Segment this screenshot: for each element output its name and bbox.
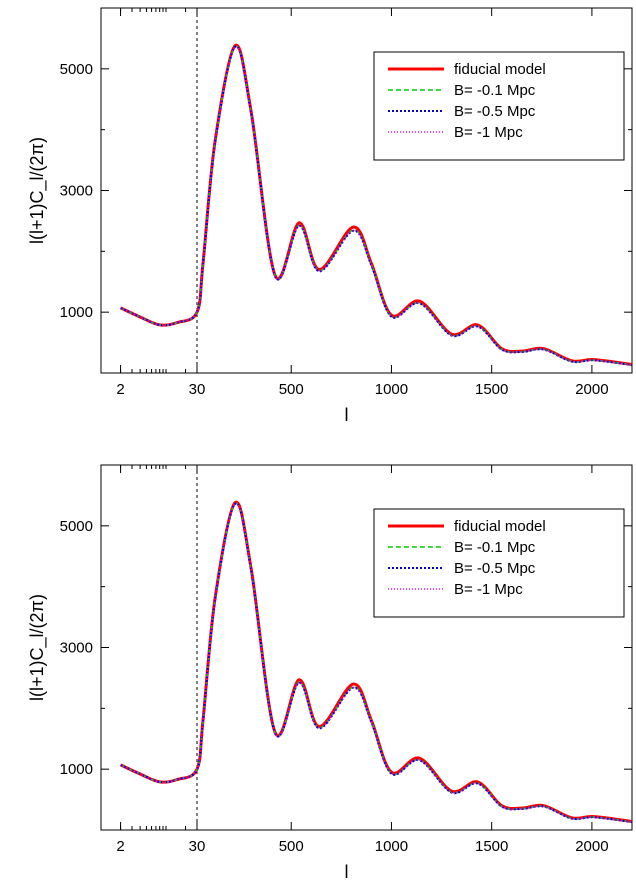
legend-label: fiducial model — [454, 61, 546, 78]
y-tick-label: 1000 — [60, 761, 93, 778]
legend: fiducial model B= -0.1 Mpc B= -0.5 Mpc B= -… — [373, 508, 625, 618]
legend-label: B= -0.1 Mpc — [454, 539, 536, 556]
chart-panel-2: 2 30 500 1000 1500 2000 1000 3000 5000 l l(l+1)C_l… — [27, 464, 633, 881]
x-tick-label: 2 — [116, 381, 124, 398]
y-tick-label: 1000 — [60, 304, 93, 321]
legend-label: B= -0.1 Mpc — [454, 82, 536, 99]
x-tick-label: 1000 — [375, 381, 408, 398]
x-tick-label: 2 — [116, 838, 124, 855]
x-tick-label: 30 — [189, 838, 206, 855]
x-tick-label: 30 — [189, 381, 206, 398]
legend-label: fiducial model — [454, 518, 546, 535]
x-axis-label: l — [345, 405, 349, 425]
x-tick-label: 500 — [279, 381, 304, 398]
x-tick-label: 1500 — [475, 381, 508, 398]
chart-panel-1: 2 30 500 1000 1500 2000 1000 3000 5000 l l(l+1)C_l… — [27, 7, 633, 425]
legend-label: B= -0.5 Mpc — [454, 103, 536, 120]
y-axis-label: l(l+1)C_l/(2π) — [27, 594, 48, 701]
y-axis-label: l(l+1)C_l/(2π) — [27, 137, 48, 244]
y-tick-label: 3000 — [60, 640, 93, 657]
x-tick-label: 1000 — [375, 838, 408, 855]
legend-label: B= -1 Mpc — [454, 124, 523, 141]
x-axis-label: l — [345, 862, 349, 881]
y-tick-label: 5000 — [60, 61, 93, 78]
series-line-4 — [120, 502, 633, 823]
x-tick-label: 2000 — [575, 838, 608, 855]
y-tick-label: 3000 — [60, 183, 93, 200]
x-tick-label: 1500 — [475, 838, 508, 855]
series-line-4 — [120, 45, 633, 366]
legend-label: B= -1 Mpc — [454, 581, 523, 598]
legend: fiducial model B= -0.1 Mpc B= -0.5 Mpc B= -… — [373, 51, 625, 161]
x-tick-label: 500 — [279, 838, 304, 855]
y-tick-label: 5000 — [60, 518, 93, 535]
legend-label: B= -0.5 Mpc — [454, 560, 536, 577]
x-tick-label: 2000 — [575, 381, 608, 398]
